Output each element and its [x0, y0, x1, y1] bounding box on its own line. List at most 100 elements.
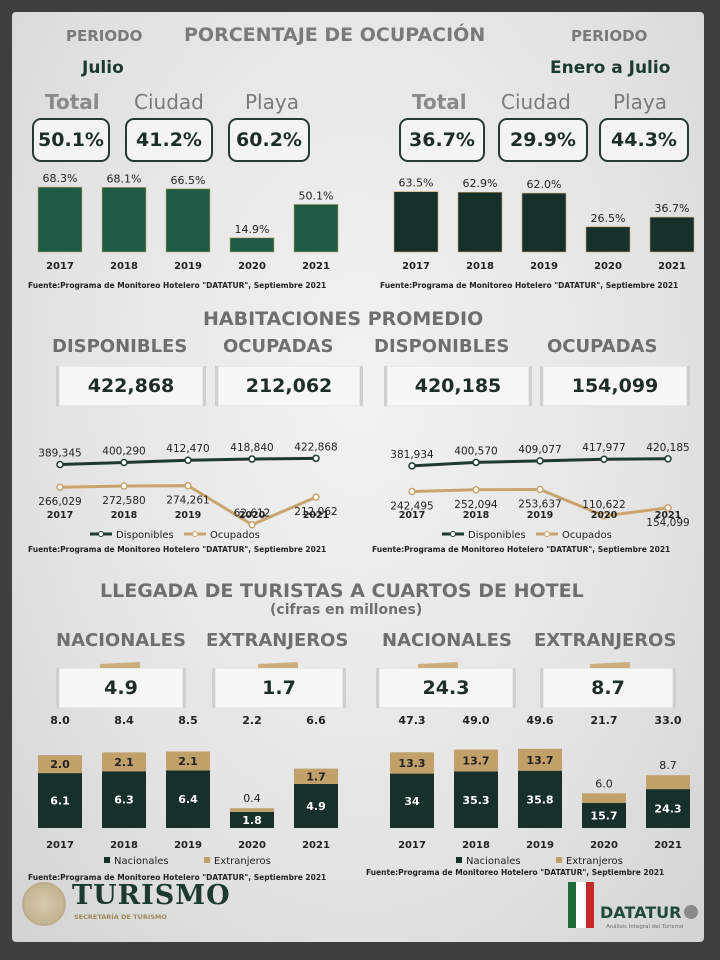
stacked-bar-nacionales: [166, 770, 210, 828]
turismo-logo: TURISMO: [72, 880, 231, 911]
total-label: 21.7: [590, 714, 617, 727]
kpi-playa-right: 44.3%: [599, 118, 689, 162]
total-label: 6.6: [306, 714, 326, 727]
stacked-bar-extranjeros: [454, 749, 498, 772]
nacionales-value-left: 4.9: [56, 668, 186, 708]
total-label: 8.0: [50, 714, 70, 727]
source-note: Fuente:Programa de Monitoreo Hotelero "D…: [372, 545, 671, 554]
kpi-ciudad-label-right: Ciudad: [501, 90, 571, 114]
nacionales-label-left: NACIONALES: [56, 630, 186, 651]
data-point-ocupados: [408, 487, 416, 496]
stacked-bar-extranjeros: [294, 768, 338, 784]
disponibles-value-left: 422,868: [56, 366, 206, 406]
legend-label-ocupados: Ocupados: [210, 530, 260, 541]
occupancy-bar: [649, 216, 695, 253]
data-point-ocupados: [312, 493, 320, 501]
x-tick-label: 2018: [466, 261, 494, 272]
data-label-disponibles: 420,185: [646, 442, 689, 454]
bar-value-label: 26.5%: [591, 212, 626, 225]
segment-label-extranjeros: 8.7: [659, 759, 677, 772]
segment-label-nacionales: 4.9: [306, 800, 326, 813]
x-tick-label: 2021: [303, 510, 329, 521]
extranjeros-value-right: 8.7: [540, 668, 676, 708]
kpi-total-label-right: Total: [412, 90, 467, 114]
x-tick-label: 2020: [239, 510, 266, 521]
kpi-total-left: 50.1%: [32, 118, 110, 162]
data-label-ocupados: 212,062: [294, 506, 337, 518]
segment-label-nacionales: 6.1: [50, 795, 70, 808]
segment-label-nacionales: 35.8: [526, 793, 553, 806]
segment-label-extranjeros: 13.3: [398, 757, 425, 770]
rooms-line-chart-july: 389,345 400,290 412,470 418,840 422,868 266,0…: [38, 441, 337, 541]
segment-label-nacionales: 6.4: [178, 793, 198, 806]
tourists-stacked-chart-july: 6.1 2.0 8.0 2017 6.3 2.1 8.4 2018 6.4 2.1 8.5 2019 1…: [38, 714, 338, 867]
section-title-habitaciones: HABITACIONES PROMEDIO: [203, 308, 484, 330]
tourists-stacked-chart-jan-jul: 34 13.3 47.3 2017 35.3 13.7 49.0 2018 35.8 13.7 49…: [390, 714, 690, 867]
data-label-disponibles: 409,077: [518, 444, 561, 456]
data-point-ocupados: [664, 504, 672, 512]
data-label-ocupados: 242,495: [390, 501, 433, 513]
segment-label-nacionales: 6.3: [114, 794, 134, 807]
disponibles-label-left: DISPONIBLES: [52, 336, 188, 357]
data-point-disponibles: [600, 455, 608, 463]
kpi-playa-label-right: Playa: [613, 90, 667, 114]
occupancy-bar: [37, 186, 83, 253]
data-point-ocupados: [472, 486, 480, 494]
disponibles-label-right: DISPONIBLES: [374, 336, 510, 357]
occupancy-bar: [293, 204, 339, 253]
stacked-bar-nacionales: [518, 770, 562, 828]
x-tick-label: 2017: [398, 840, 426, 851]
stacked-bar-nacionales: [646, 789, 690, 828]
x-tick-label: 2019: [174, 261, 202, 272]
segment-label-nacionales: 1.8: [242, 814, 262, 827]
periodo-right-label: PERIODO: [571, 27, 648, 45]
x-tick-label: 2018: [111, 510, 138, 521]
data-point-ocupados: [56, 483, 64, 491]
x-tick-label: 2017: [47, 510, 73, 521]
stacked-bar-nacionales: [294, 783, 338, 828]
legend-swatch-nacionales: [456, 857, 462, 863]
data-label-ocupados: 110,622: [582, 499, 625, 511]
page-title: PORCENTAJE DE OCUPACIÓN: [184, 24, 486, 46]
x-tick-label: 2020: [594, 261, 622, 272]
x-tick-label: 2021: [302, 840, 330, 851]
legend-label-extranjeros: Extranjeros: [214, 856, 271, 867]
x-tick-label: 2019: [175, 510, 201, 521]
legend-swatch-extranjeros: [556, 857, 562, 863]
data-point-ocupados: [120, 482, 128, 490]
bar-value-label: 62.0%: [527, 178, 562, 191]
data-label-ocupados: 252,094: [454, 499, 498, 511]
kpi-playa-left: 60.2%: [228, 118, 310, 162]
x-tick-label: 2019: [527, 510, 553, 521]
total-label: 2.2: [242, 714, 262, 727]
data-point-ocupados: [248, 520, 256, 529]
segment-label-nacionales: 24.3: [654, 803, 681, 816]
total-label: 8.5: [178, 714, 198, 727]
extranjeros-label-right: EXTRANJEROS: [534, 630, 677, 651]
legend-label-nacionales: Nacionales: [466, 856, 521, 867]
occupancy-bar: [585, 226, 631, 253]
x-tick-label: 2017: [399, 510, 425, 521]
data-label-disponibles: 418,840: [230, 442, 273, 454]
legend-marker-disponibles: [450, 531, 456, 537]
data-point-disponibles: [312, 454, 320, 463]
data-label-disponibles: 381,934: [390, 449, 434, 461]
kpi-ciudad-right: 29.9%: [498, 118, 588, 162]
x-tick-label: 2021: [654, 840, 682, 851]
ocupadas-value-right: 154,099: [540, 366, 690, 406]
data-label-ocupados: 272,580: [102, 495, 145, 507]
data-point-disponibles: [184, 456, 192, 464]
source-note: Fuente:Programa de Monitoreo Hotelero "D…: [366, 868, 665, 877]
total-label: 49.6: [526, 714, 553, 727]
occupancy-bar: [229, 237, 275, 253]
bar-value-label: 14.9%: [235, 223, 270, 236]
x-tick-label: 2017: [46, 840, 74, 851]
section-title-turistas: LLEGADA DE TURISTAS A CUARTOS DE HOTEL: [100, 580, 584, 602]
occupancy-bar: [457, 191, 503, 253]
datatur-logo-subtitle: Análisis Integral del Turismo: [606, 924, 684, 930]
data-label-disponibles: 412,470: [166, 443, 209, 455]
x-tick-label: 2017: [402, 261, 430, 272]
bar-value-label: 50.1%: [299, 189, 334, 202]
periodo-left-label: PERIODO: [66, 27, 143, 45]
data-label-disponibles: 389,345: [38, 447, 81, 459]
